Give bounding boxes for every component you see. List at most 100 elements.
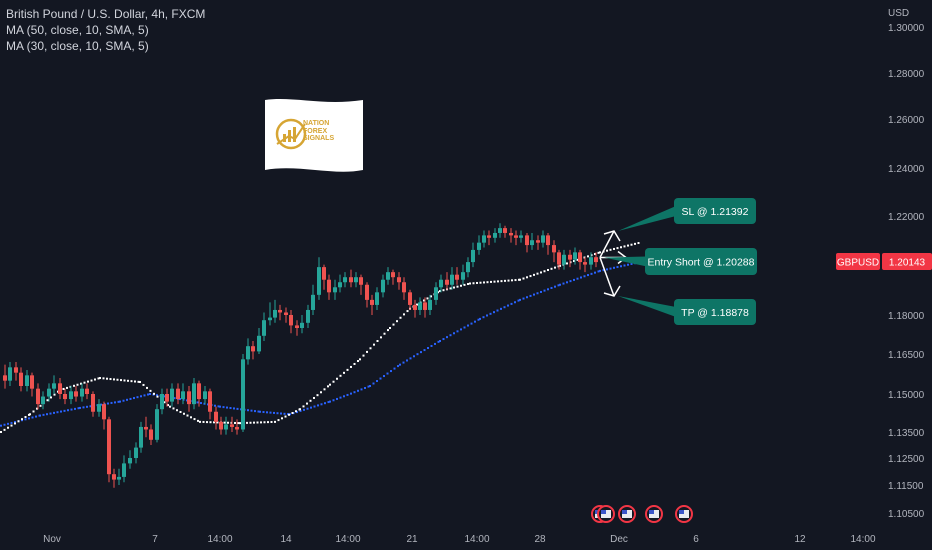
candle: [160, 388, 164, 415]
ma-dot: [550, 286, 553, 289]
time-tick: 7: [152, 534, 158, 545]
ma-dot: [543, 270, 546, 273]
ma-dot: [409, 357, 412, 360]
label-text: Entry Short @ 1.20288: [648, 257, 755, 269]
us-event-flag-icon[interactable]: [645, 505, 663, 523]
candle: [552, 240, 556, 263]
ma-dot: [536, 272, 539, 275]
ma-dot: [28, 417, 30, 420]
ma-dot: [416, 353, 419, 356]
ma-dot: [500, 280, 503, 283]
candle-body: [273, 309, 277, 318]
us-event-flag-icon[interactable]: [675, 505, 693, 523]
candle-body: [391, 272, 395, 278]
time-tick: 6: [693, 534, 699, 545]
ma-dot: [17, 420, 20, 423]
ma-dot: [597, 251, 600, 254]
ma-dot: [39, 414, 41, 417]
candle-body: [112, 474, 116, 480]
us-event-flag-icon[interactable]: [597, 505, 615, 523]
ma-dot: [270, 420, 273, 423]
candle-body: [214, 411, 218, 422]
ma-dot: [172, 407, 175, 410]
ma-dot: [227, 421, 229, 424]
ma-dot: [477, 318, 480, 321]
ma-dot: [483, 281, 485, 284]
ma-dot: [613, 247, 615, 250]
symbol-title[interactable]: British Pound / U.S. Dollar, 4h, FXCM: [6, 7, 206, 21]
candle-body: [530, 240, 534, 246]
logo-wordmark: NATION FOREX SIGNALS: [303, 120, 335, 142]
ma-dot: [573, 278, 575, 281]
candle-body: [278, 309, 282, 313]
ma-dot: [620, 265, 622, 268]
candle: [311, 284, 315, 315]
candle: [546, 232, 550, 255]
ma50-legend[interactable]: MA (50, close, 10, SMA, 5): [6, 23, 149, 37]
candle-body: [338, 282, 342, 288]
candle-body: [375, 292, 379, 305]
candle-body: [257, 335, 261, 352]
price-tick: 1.15000: [888, 390, 925, 401]
time-tick: 14:00: [464, 534, 489, 545]
sl-label[interactable]: SL @ 1.21392: [618, 198, 756, 231]
last-price-tag-bg: [882, 253, 932, 270]
candle: [413, 299, 417, 318]
ma-dot: [529, 294, 532, 297]
ma-dot: [383, 375, 385, 378]
tp-label[interactable]: TP @ 1.18878: [618, 296, 756, 325]
ma-dot: [474, 320, 476, 323]
entry-label[interactable]: Entry Short @ 1.20288: [604, 248, 757, 275]
ma-dot: [613, 266, 615, 269]
ma-dot: [7, 426, 9, 429]
candle-body: [349, 277, 353, 283]
candle-body: [589, 257, 593, 265]
candle-body: [594, 257, 598, 263]
candle-body: [230, 424, 234, 427]
candle-body: [102, 404, 106, 420]
candle: [557, 249, 561, 270]
ma-dot: [130, 380, 133, 383]
price-tick: 1.28000: [888, 69, 925, 80]
ma-dot: [214, 404, 216, 407]
candle-body: [224, 424, 228, 430]
ma-dot: [416, 303, 418, 306]
us-event-flag-icon[interactable]: [618, 505, 636, 523]
ma-dot: [594, 271, 596, 274]
candle-body: [434, 287, 438, 300]
candle-body: [80, 388, 84, 397]
candle-body: [557, 252, 561, 265]
ma-dot: [126, 398, 128, 401]
ma-dot: [540, 290, 542, 293]
ma-dot: [547, 269, 549, 272]
ma-dot: [73, 384, 75, 387]
candle: [573, 247, 577, 265]
candle: [165, 388, 169, 407]
candle-body: [85, 388, 89, 394]
ma-dot: [486, 281, 489, 284]
ma-dot: [316, 394, 319, 397]
ma-dot: [627, 263, 629, 266]
time-tick: 14:00: [850, 534, 875, 545]
ma-dot: [263, 421, 266, 424]
candle-body: [333, 287, 337, 293]
ma-dot: [74, 407, 76, 410]
ma-dot: [507, 279, 510, 282]
nation-forex-signals-logo: NATION FOREX SIGNALS: [263, 98, 365, 174]
candle: [30, 372, 34, 397]
ma-dot: [120, 379, 122, 382]
ma30-legend[interactable]: MA (30, close, 10, SMA, 5): [6, 39, 149, 53]
candle: [391, 269, 395, 285]
ma-dot: [519, 278, 521, 281]
ma-dot: [39, 404, 42, 407]
ma-dot: [583, 275, 586, 278]
candle: [74, 386, 78, 402]
ma-dot: [156, 395, 159, 398]
ma-dot: [222, 406, 225, 409]
ma-dot: [606, 268, 608, 271]
ma-dot: [529, 275, 532, 278]
candle: [36, 383, 40, 410]
candle-body: [8, 367, 12, 381]
label-box: [674, 198, 756, 224]
